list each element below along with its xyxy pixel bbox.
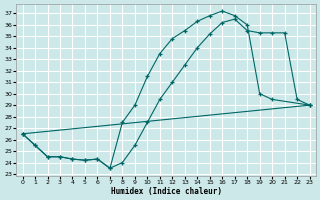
X-axis label: Humidex (Indice chaleur): Humidex (Indice chaleur)	[111, 187, 221, 196]
